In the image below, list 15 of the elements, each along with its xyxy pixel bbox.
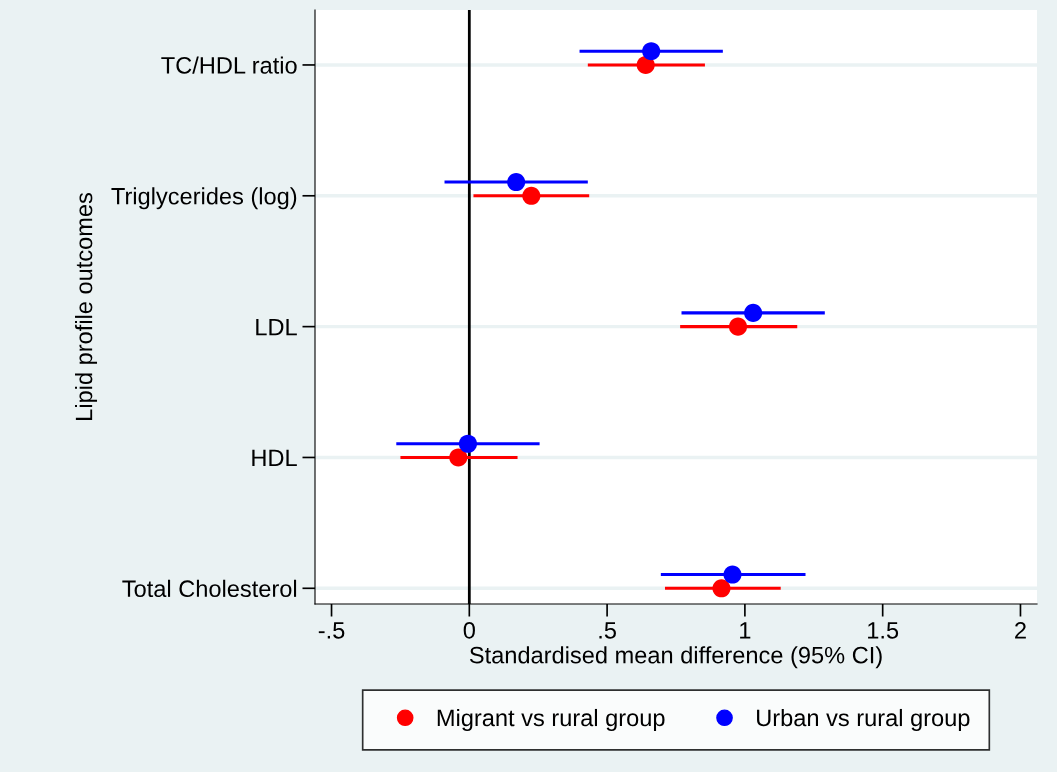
y-tick-label: Triglycerides (log)	[111, 187, 297, 210]
y-tick-label: LDL	[256, 318, 297, 336]
x-tick-label: .5	[599, 622, 616, 639]
x-tick-label: -.5	[318, 622, 345, 639]
x-tick-label: 1	[740, 622, 751, 639]
x-tick-label: 2	[1015, 621, 1026, 639]
y-tick-label: TC/HDL ratio	[161, 56, 297, 74]
y-tick-label: HDL	[252, 449, 297, 467]
legend-label: Migrant vs rural group	[437, 708, 665, 731]
legend-label: Urban vs rural group	[757, 708, 970, 731]
y-tick-label: Total Cholesterol	[122, 579, 297, 598]
x-tick-label: 0	[463, 621, 475, 639]
x-axis-title: Standardised mean difference (95% CI)	[469, 646, 882, 669]
x-tick-label: 1.5	[868, 622, 899, 639]
y-axis-title: Lipid profile outcomes	[75, 193, 98, 420]
